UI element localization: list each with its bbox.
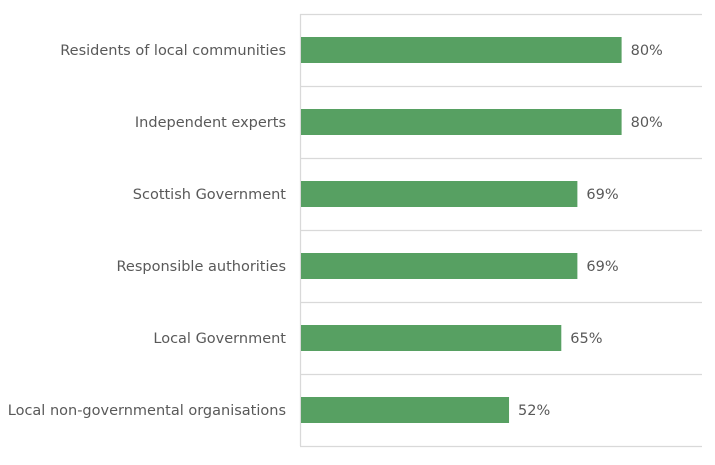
- bar: [301, 253, 578, 279]
- data-label: 80%: [631, 43, 663, 59]
- category-labels: Residents of local communities Independen…: [8, 43, 287, 419]
- data-label: 52%: [518, 403, 550, 419]
- bars: [301, 37, 622, 423]
- data-labels: 80% 80% 69% 69% 65% 52%: [518, 43, 663, 419]
- bar: [301, 181, 578, 207]
- category-label: Responsible authorities: [116, 259, 286, 275]
- data-label: 65%: [570, 331, 602, 347]
- bar: [301, 397, 510, 423]
- category-label: Scottish Government: [133, 187, 287, 203]
- data-label: 80%: [631, 115, 663, 131]
- bar: [301, 37, 622, 63]
- data-label: 69%: [586, 187, 618, 203]
- category-label: Local Government: [153, 331, 286, 347]
- category-label: Local non-governmental organisations: [8, 403, 286, 419]
- gridlines: [299, 13, 702, 448]
- bar: [301, 325, 562, 351]
- bar: [301, 109, 622, 135]
- category-label: Independent experts: [135, 115, 286, 131]
- data-label: 69%: [586, 259, 618, 275]
- category-label: Residents of local communities: [60, 43, 286, 59]
